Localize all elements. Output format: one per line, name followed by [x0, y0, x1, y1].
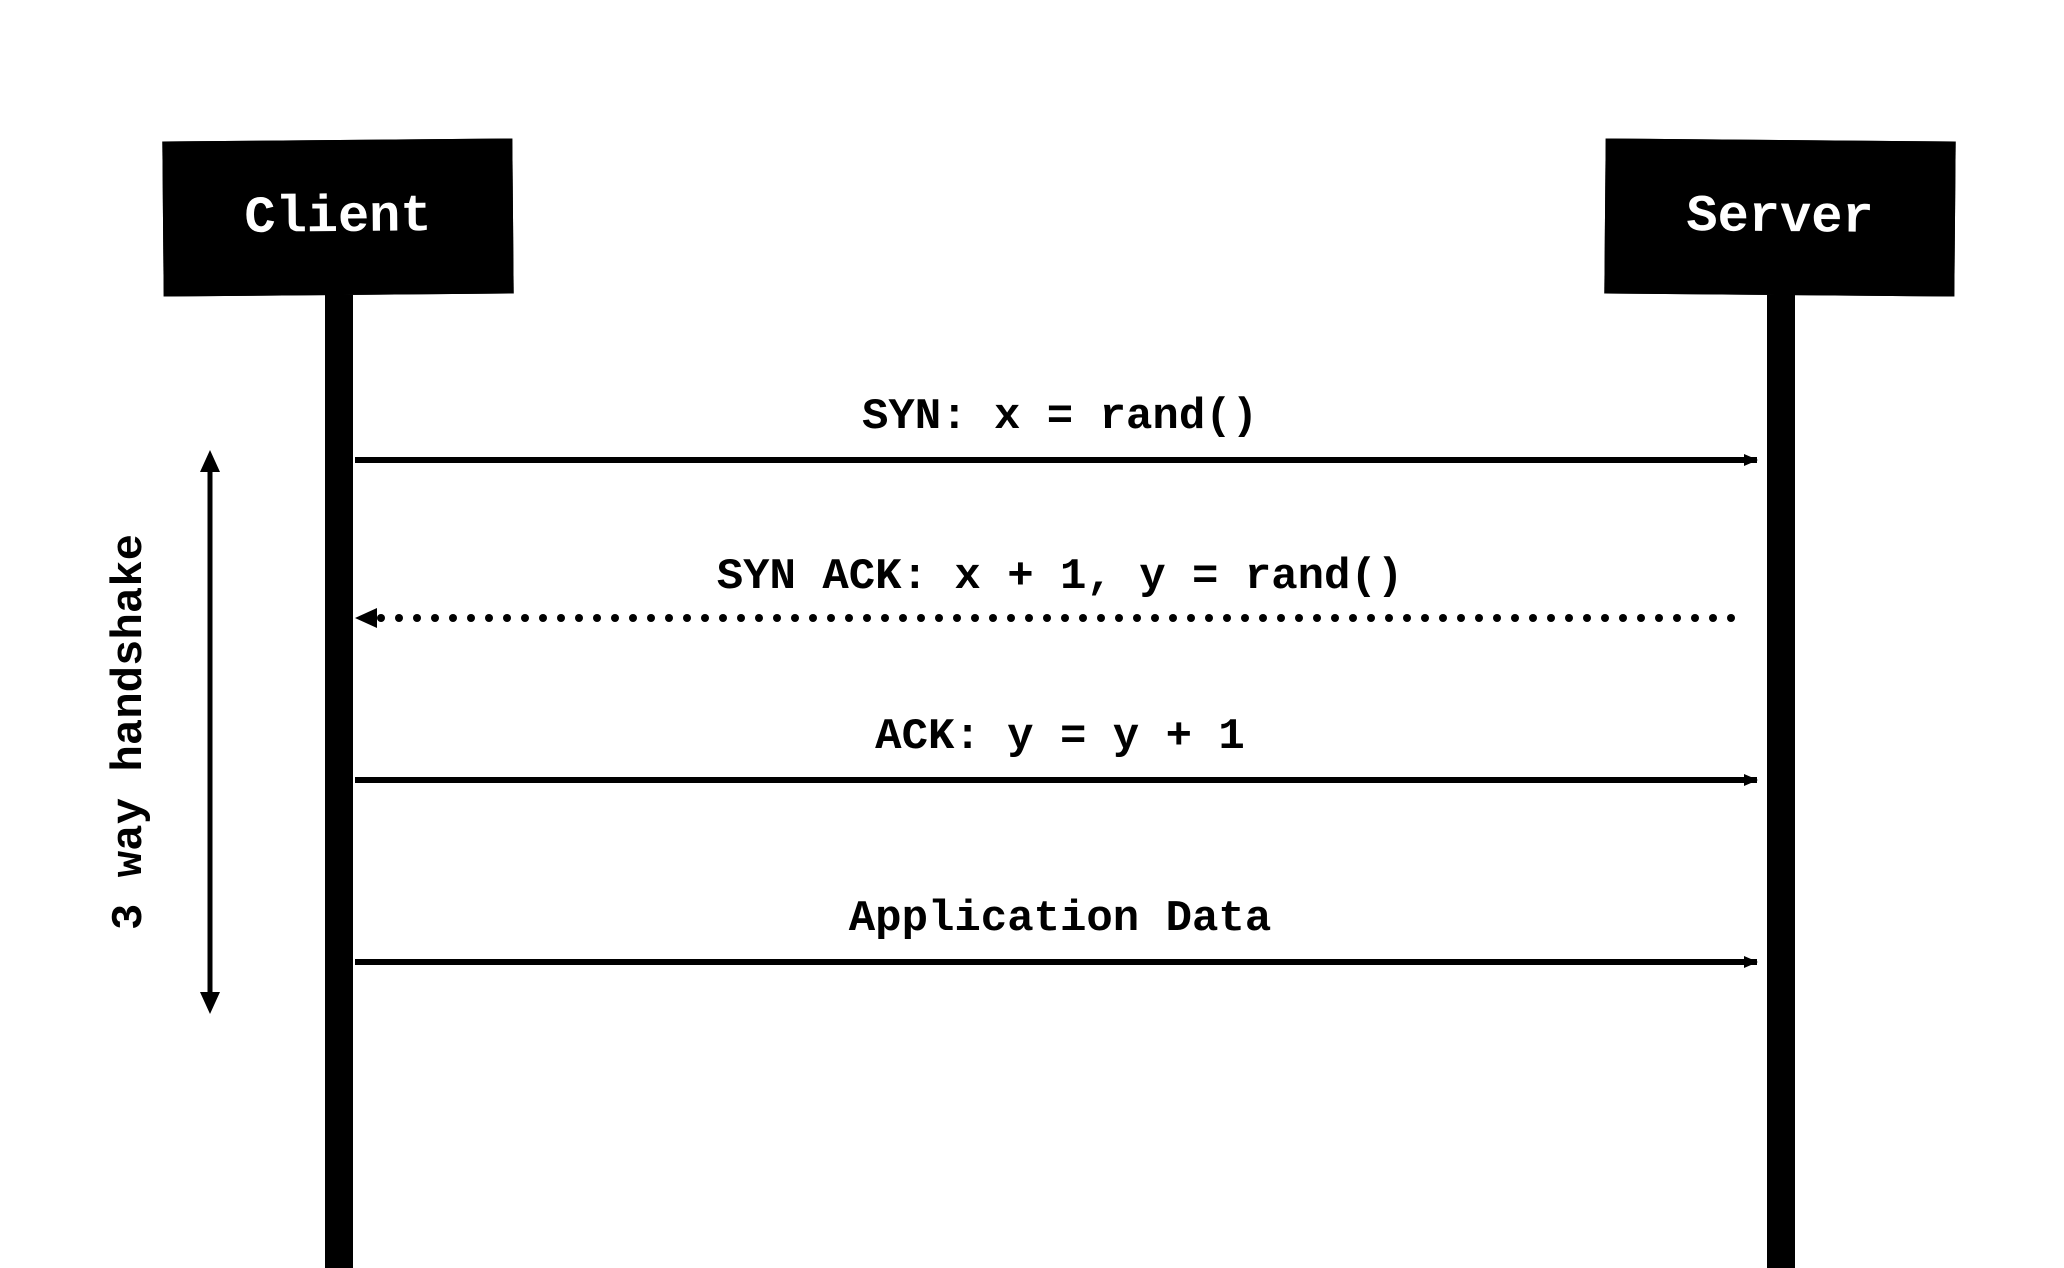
diagram-svg [0, 0, 2064, 1268]
annotation-group [200, 450, 220, 1014]
arrows-group [355, 460, 1757, 962]
sequence-diagram: Client Server SYN: x = rand() SYN ACK: x… [0, 0, 2064, 1268]
